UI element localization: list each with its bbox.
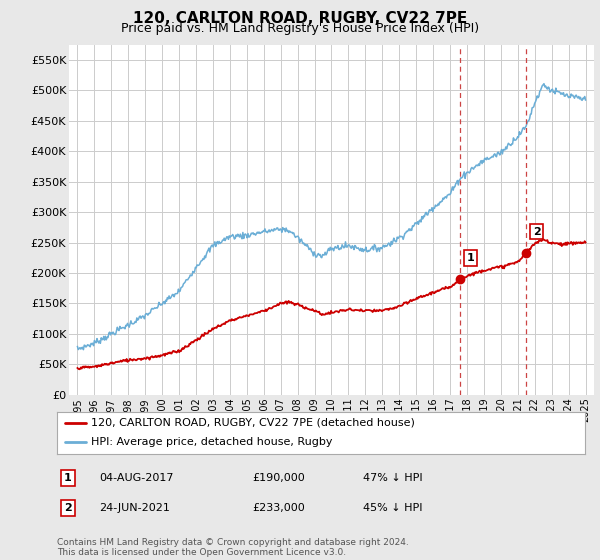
Text: 120, CARLTON ROAD, RUGBY, CV22 7PE: 120, CARLTON ROAD, RUGBY, CV22 7PE [133, 11, 467, 26]
Text: 24-JUN-2021: 24-JUN-2021 [99, 503, 170, 513]
Text: 47% ↓ HPI: 47% ↓ HPI [363, 473, 422, 483]
Text: £190,000: £190,000 [252, 473, 305, 483]
Text: 2: 2 [533, 227, 541, 237]
Text: £233,000: £233,000 [252, 503, 305, 513]
Text: Price paid vs. HM Land Registry's House Price Index (HPI): Price paid vs. HM Land Registry's House … [121, 22, 479, 35]
Text: 45% ↓ HPI: 45% ↓ HPI [363, 503, 422, 513]
Text: 04-AUG-2017: 04-AUG-2017 [99, 473, 173, 483]
Text: 2: 2 [64, 503, 71, 513]
Text: HPI: Average price, detached house, Rugby: HPI: Average price, detached house, Rugb… [91, 437, 333, 447]
Text: 1: 1 [64, 473, 71, 483]
Text: Contains HM Land Registry data © Crown copyright and database right 2024.
This d: Contains HM Land Registry data © Crown c… [57, 538, 409, 557]
Text: 1: 1 [467, 253, 475, 263]
Text: 120, CARLTON ROAD, RUGBY, CV22 7PE (detached house): 120, CARLTON ROAD, RUGBY, CV22 7PE (deta… [91, 418, 415, 428]
